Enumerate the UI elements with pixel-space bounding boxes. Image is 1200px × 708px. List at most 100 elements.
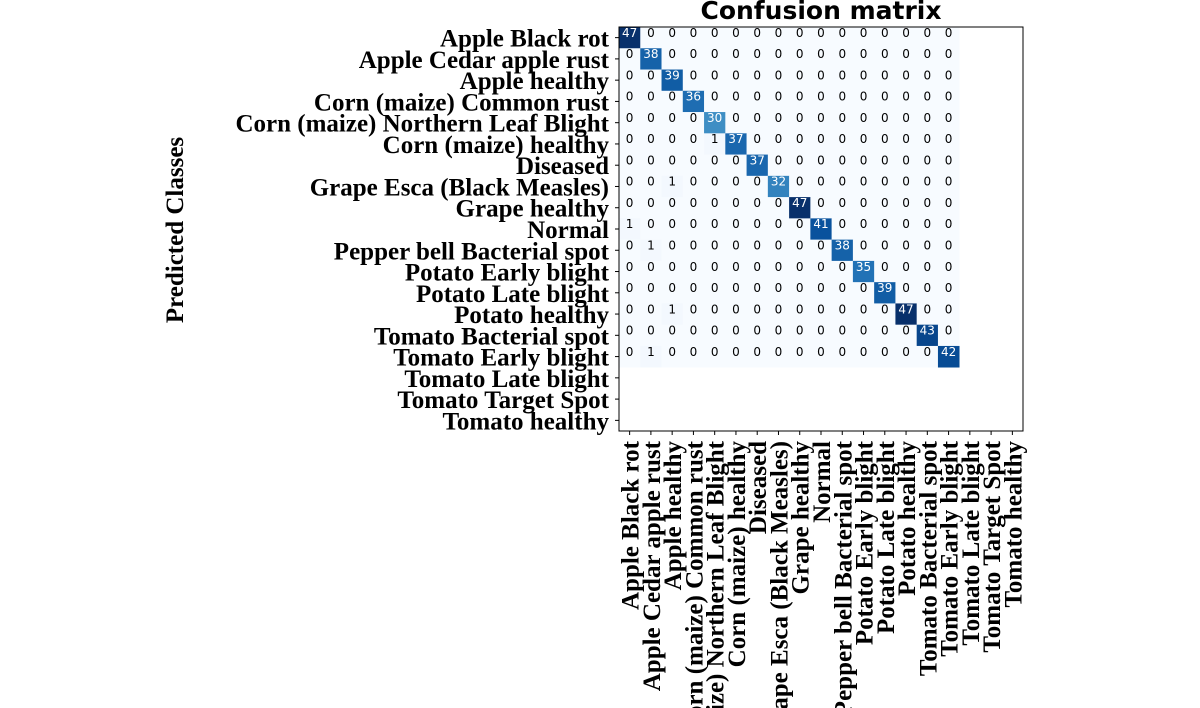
cell-value: 0 [945,153,953,167]
cell [640,282,662,304]
cell [895,282,917,304]
cell [661,197,684,219]
x-tick-label: Tomato Late blight [958,440,985,645]
cell [895,303,917,325]
cell-value: 0 [945,196,953,210]
cell-value: 0 [945,90,953,104]
cell [746,154,769,177]
cell [831,303,854,325]
cell [682,154,705,177]
cell-value: 0 [668,90,676,104]
cell-value: 0 [945,217,953,231]
cell [682,27,705,49]
cell [789,48,811,70]
cell [746,197,769,219]
x-tick-label: Apple healthy [660,441,687,591]
cell [682,197,705,219]
cell [746,112,769,134]
cell-value: 0 [796,153,804,167]
cell [810,48,832,70]
cell [746,239,769,262]
cell [852,27,875,49]
cell-value: 0 [817,324,825,338]
cell-value: 0 [753,302,761,316]
cell-value: 35 [856,260,871,274]
cell [619,133,641,155]
cell [682,282,705,304]
cell-value: 0 [817,111,825,125]
cell-value: 0 [817,281,825,295]
x-tick-label: Normal [809,441,836,523]
cell-value: 0 [711,153,719,167]
cell [810,282,832,304]
cell-value: 32 [771,175,786,189]
cell-value: 0 [945,68,953,82]
cell-value: 0 [647,175,655,189]
cell [746,218,769,240]
cell [831,175,854,198]
cell [682,260,705,283]
cell-value: 0 [711,345,719,359]
chart-title: Confusion matrix [700,0,941,25]
cell [767,282,790,304]
cell [810,324,832,347]
cell [704,27,726,49]
cell-value: 0 [626,111,634,125]
cell [640,303,662,325]
cell [789,112,811,134]
cell-value: 0 [945,281,953,295]
cell-value: 0 [881,132,889,146]
cell [831,90,854,113]
cell-value: 0 [647,111,655,125]
cell [810,260,832,283]
cell [767,154,790,177]
cell-value: 0 [860,26,868,40]
cell [704,90,726,113]
cell-value: 0 [647,260,655,274]
cell [725,197,747,219]
cell [725,90,747,113]
cell-value: 0 [902,196,910,210]
cell-value: 1 [647,345,655,359]
cell [704,133,726,155]
cell [916,239,939,262]
cell [916,303,939,325]
cell [767,239,790,262]
cell [895,133,917,155]
cell-value: 0 [753,47,761,61]
cell-value: 0 [817,26,825,40]
cell [746,133,769,155]
cell-value: 0 [775,47,783,61]
cell-value: 0 [902,90,910,104]
cell-value: 0 [775,90,783,104]
cell [640,27,662,49]
cell [682,324,705,347]
x-tick-label: Potato Early blight [852,440,879,645]
cell-value: 0 [775,217,783,231]
cell-value: 0 [775,26,783,40]
cell-value: 0 [902,68,910,82]
y-axis-label: Predicted Classes [162,137,189,324]
cell-value: 1 [647,239,655,253]
cell-value: 0 [902,260,910,274]
cell-value: 0 [817,302,825,316]
cell-value: 0 [945,47,953,61]
y-tick-label: Normal [527,217,609,244]
cell-value: 0 [838,26,846,40]
cell [916,69,939,92]
cell [937,133,960,155]
cell-value: 0 [690,302,698,316]
cell-value: 0 [775,196,783,210]
cell-value: 0 [668,196,676,210]
y-tick-label: Tomato Late blight [404,366,609,393]
cell [619,239,641,262]
cell [937,112,960,134]
cell [810,345,832,368]
x-tick-label: Grape healthy [788,441,815,595]
cell [661,48,684,70]
cell [937,324,960,347]
cell-value: 0 [923,239,931,253]
cell-value: 0 [796,324,804,338]
y-tick-label: Pepper bell Bacterial spot [334,238,610,265]
cell [704,175,726,198]
